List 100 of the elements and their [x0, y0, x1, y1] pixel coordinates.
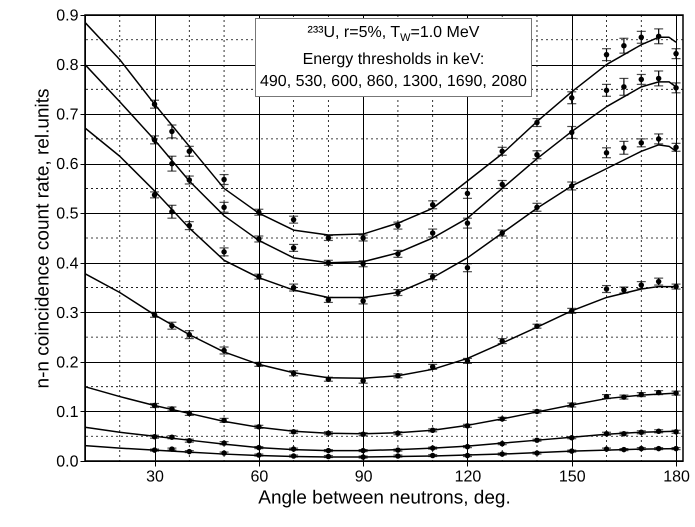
point: [604, 88, 610, 94]
point: [186, 177, 192, 183]
point: [360, 432, 366, 437]
point: [186, 222, 192, 228]
point: [638, 282, 644, 288]
point: [395, 373, 401, 378]
point: [430, 202, 436, 208]
annotation: Energy thresholds in keV:: [302, 50, 486, 70]
point: [186, 148, 192, 154]
point: [290, 216, 296, 222]
point: [360, 298, 366, 304]
point: [326, 376, 332, 382]
point: [621, 84, 627, 90]
point: [499, 416, 505, 422]
point: [638, 34, 644, 40]
point: [656, 136, 662, 142]
point: [430, 445, 436, 451]
point: [360, 448, 366, 454]
point: [604, 150, 610, 156]
point: [499, 451, 505, 457]
point: [656, 390, 662, 396]
annotation: 490, 530, 600, 860, 1300, 1690, 2080: [260, 72, 527, 92]
point: [326, 454, 332, 460]
point: [621, 42, 627, 48]
point: [395, 430, 401, 436]
x-tick-label: 150: [558, 468, 586, 486]
point: [569, 130, 574, 136]
point: [621, 145, 627, 151]
point: [169, 209, 175, 214]
point: [326, 448, 332, 454]
point: [430, 230, 436, 236]
point: [464, 190, 470, 196]
point: [395, 447, 401, 453]
point: [169, 160, 175, 166]
point: [569, 95, 574, 100]
point: [256, 452, 262, 458]
point: [656, 428, 662, 434]
point: [395, 222, 401, 228]
point: [499, 148, 505, 154]
point: [621, 431, 627, 436]
point: [186, 410, 192, 416]
point: [499, 182, 505, 188]
point: [638, 140, 644, 146]
point: [290, 429, 296, 434]
x-tick-label: 60: [250, 468, 268, 486]
point: [256, 274, 262, 280]
point: [326, 430, 332, 436]
point: [638, 76, 644, 82]
point: [360, 261, 366, 266]
point: [326, 260, 332, 266]
point: [290, 245, 296, 251]
point: [621, 394, 627, 400]
point: [290, 284, 296, 290]
point: [499, 338, 505, 344]
point: [499, 440, 505, 446]
point: [673, 50, 679, 56]
point: [395, 453, 401, 459]
y-tick-label: 0.9: [56, 8, 79, 24]
y-tick-label: 0.1: [56, 404, 79, 421]
point: [169, 128, 175, 134]
point: [638, 430, 644, 435]
x-tick-label: 180: [663, 468, 690, 486]
point: [638, 392, 644, 398]
y-tick-label: 0.0: [56, 454, 79, 470]
point: [395, 290, 401, 296]
point: [221, 204, 227, 210]
point: [621, 446, 627, 452]
point: [256, 424, 262, 430]
point: [186, 448, 192, 454]
y-tick-label: 0.5: [56, 206, 79, 223]
point: [290, 446, 296, 452]
point: [656, 34, 662, 40]
point: [656, 446, 662, 452]
point: [656, 278, 662, 284]
y-tick-label: 0.8: [56, 57, 79, 74]
point: [656, 76, 662, 82]
y-tick-label: 0.2: [56, 354, 79, 372]
point: [256, 236, 262, 242]
point: [673, 85, 679, 91]
point: [395, 251, 401, 257]
y-tick-label: 0.4: [56, 255, 79, 272]
point: [430, 428, 436, 434]
point: [290, 370, 296, 376]
y-tick-label: 0.3: [56, 304, 79, 322]
point: [499, 230, 505, 236]
point: [256, 210, 262, 215]
point: [430, 452, 436, 458]
point: [290, 453, 296, 459]
point: [360, 454, 366, 460]
point: [256, 444, 262, 450]
point: [621, 287, 627, 293]
point: [430, 274, 436, 280]
x-tick-label: 120: [454, 468, 482, 486]
x-tick-label: 30: [146, 468, 164, 486]
y-axis-title: n-n coincidence count rate, rel.units: [32, 88, 54, 388]
y-tick-label: 0.7: [56, 106, 79, 124]
point: [326, 235, 332, 241]
point: [186, 438, 192, 444]
annotation: ²³³U, r=5%, T$_{W}$=1.0 MeV: [306, 23, 480, 46]
x-axis-title: Angle between neutrons, deg.: [258, 488, 511, 508]
